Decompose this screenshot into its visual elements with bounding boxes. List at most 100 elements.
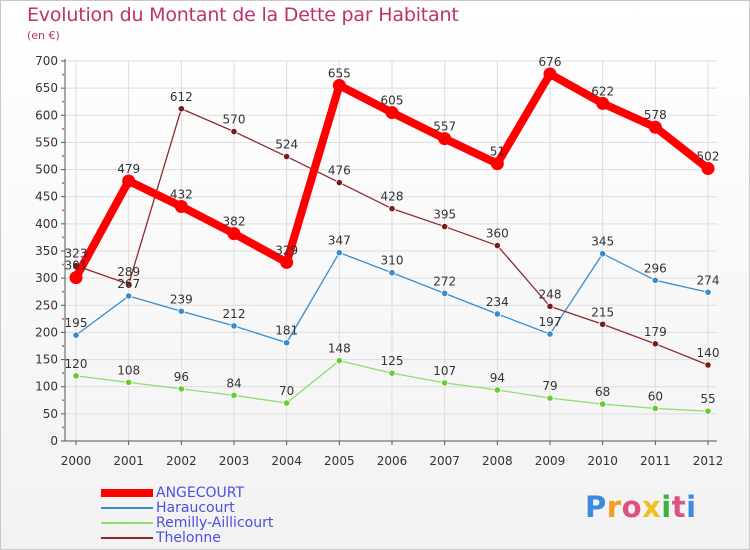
data-point-remilly-aillicourt	[546, 394, 554, 402]
y-minor-tick	[62, 399, 64, 402]
y-tick-label: 0	[50, 434, 58, 448]
y-tick-label: 500	[35, 163, 58, 177]
y-minor-tick	[62, 345, 64, 347]
data-label-haraucourt: 347	[328, 234, 351, 248]
y-minor-tick	[62, 317, 64, 320]
data-label-thelonne: 323	[65, 247, 88, 261]
data-point-remilly-aillicourt	[704, 407, 712, 415]
data-label-haraucourt: 267	[117, 277, 140, 291]
legend-swatch	[101, 522, 153, 524]
data-point-angecourt	[438, 132, 452, 146]
data-label-thelonne: 215	[591, 305, 614, 319]
legend-label: Thelonne	[156, 530, 221, 546]
data-point-haraucourt	[704, 288, 712, 296]
y-tick-label: 300	[35, 271, 58, 285]
y-minor-tick	[62, 155, 64, 157]
data-label-thelonne: 524	[275, 138, 298, 152]
data-point-remilly-aillicourt	[230, 391, 238, 399]
x-tick-label: 2010	[587, 454, 618, 468]
x-tick-label: 2003	[219, 454, 250, 468]
y-minor-tick	[62, 372, 64, 375]
data-point-thelonne	[599, 320, 607, 328]
data-label-thelonne: 140	[697, 346, 720, 360]
y-tick-label: 350	[35, 244, 58, 258]
chart-title: Evolution du Montant de la Dette par Hab…	[27, 4, 459, 26]
data-point-thelonne	[283, 152, 291, 161]
data-point-angecourt	[227, 227, 241, 241]
data-point-thelonne	[546, 302, 554, 310]
data-label-remilly-aillicourt: 70	[279, 384, 294, 398]
y-tick-label: 100	[35, 380, 58, 394]
data-point-angecourt	[332, 78, 346, 92]
data-label-remilly-aillicourt: 96	[174, 370, 189, 384]
y-tick-label: 150	[35, 353, 58, 367]
legend-swatch	[101, 537, 153, 539]
x-tick-label: 2001	[113, 454, 144, 468]
data-label-thelonne: 570	[223, 113, 246, 127]
data-point-thelonne	[651, 340, 659, 348]
data-label-remilly-aillicourt: 107	[433, 364, 456, 378]
data-label-angecourt: 301	[65, 259, 88, 273]
data-point-haraucourt	[441, 289, 449, 297]
data-point-remilly-aillicourt	[125, 378, 133, 386]
y-tick-label: 550	[35, 135, 58, 149]
data-label-thelonne: 428	[381, 190, 404, 204]
data-label-angecourt: 51	[490, 145, 505, 159]
x-tick-label: 2006	[377, 454, 408, 468]
data-point-angecourt	[543, 67, 557, 81]
y-minor-tick	[62, 100, 64, 103]
data-point-angecourt	[490, 157, 504, 171]
data-point-remilly-aillicourt	[651, 404, 659, 413]
y-tick-label: 650	[35, 81, 58, 95]
logo-letter: x	[642, 490, 662, 524]
logo-letter: i	[686, 490, 697, 524]
data-point-thelonne	[177, 105, 185, 113]
legend-swatch	[101, 507, 153, 509]
data-label-angecourt: 432	[170, 187, 193, 201]
data-point-remilly-aillicourt	[335, 357, 343, 365]
data-point-haraucourt	[283, 339, 291, 347]
data-label-haraucourt: 197	[539, 315, 562, 329]
legend-label: ANGECOURT	[156, 485, 245, 501]
data-point-angecourt	[174, 199, 188, 213]
data-point-remilly-aillicourt	[72, 372, 80, 380]
logo-letter: t	[671, 490, 687, 524]
x-tick-label: 2008	[482, 454, 513, 468]
x-tick-label: 2004	[271, 454, 302, 468]
data-label-angecourt: 557	[433, 120, 456, 134]
y-tick-label: 600	[35, 108, 58, 122]
data-label-remilly-aillicourt: 125	[381, 354, 404, 368]
data-point-haraucourt	[125, 292, 133, 300]
y-minor-tick	[62, 290, 64, 293]
x-tick-label: 2007	[429, 454, 460, 468]
data-point-thelonne	[388, 205, 396, 213]
x-tick-label: 2005	[324, 454, 355, 468]
y-tick-label: 700	[35, 54, 58, 68]
data-label-remilly-aillicourt: 68	[595, 385, 610, 399]
data-point-thelonne	[493, 241, 501, 250]
data-point-angecourt	[69, 271, 83, 285]
data-label-remilly-aillicourt: 84	[226, 376, 241, 390]
logo-letter: i	[661, 490, 672, 524]
data-label-angecourt: 655	[328, 66, 351, 80]
data-point-haraucourt	[72, 331, 80, 339]
y-tick-label: 200	[35, 325, 58, 339]
data-label-angecourt: 578	[644, 108, 667, 122]
y-minor-tick	[62, 73, 64, 76]
data-point-haraucourt	[546, 330, 554, 338]
data-label-angecourt: 329	[275, 243, 298, 257]
data-label-haraucourt: 239	[170, 292, 193, 306]
data-point-remilly-aillicourt	[283, 399, 291, 407]
data-point-haraucourt	[493, 310, 501, 318]
x-tick-label: 2012	[693, 454, 724, 468]
data-label-thelonne: 395	[433, 208, 456, 222]
data-label-haraucourt: 296	[644, 261, 667, 275]
data-label-remilly-aillicourt: 79	[542, 379, 557, 393]
y-tick-label: 250	[35, 298, 58, 312]
y-tick-label: 400	[35, 217, 58, 231]
y-minor-tick	[62, 426, 64, 429]
data-label-haraucourt: 212	[223, 307, 246, 321]
data-label-angecourt: 479	[117, 162, 140, 176]
